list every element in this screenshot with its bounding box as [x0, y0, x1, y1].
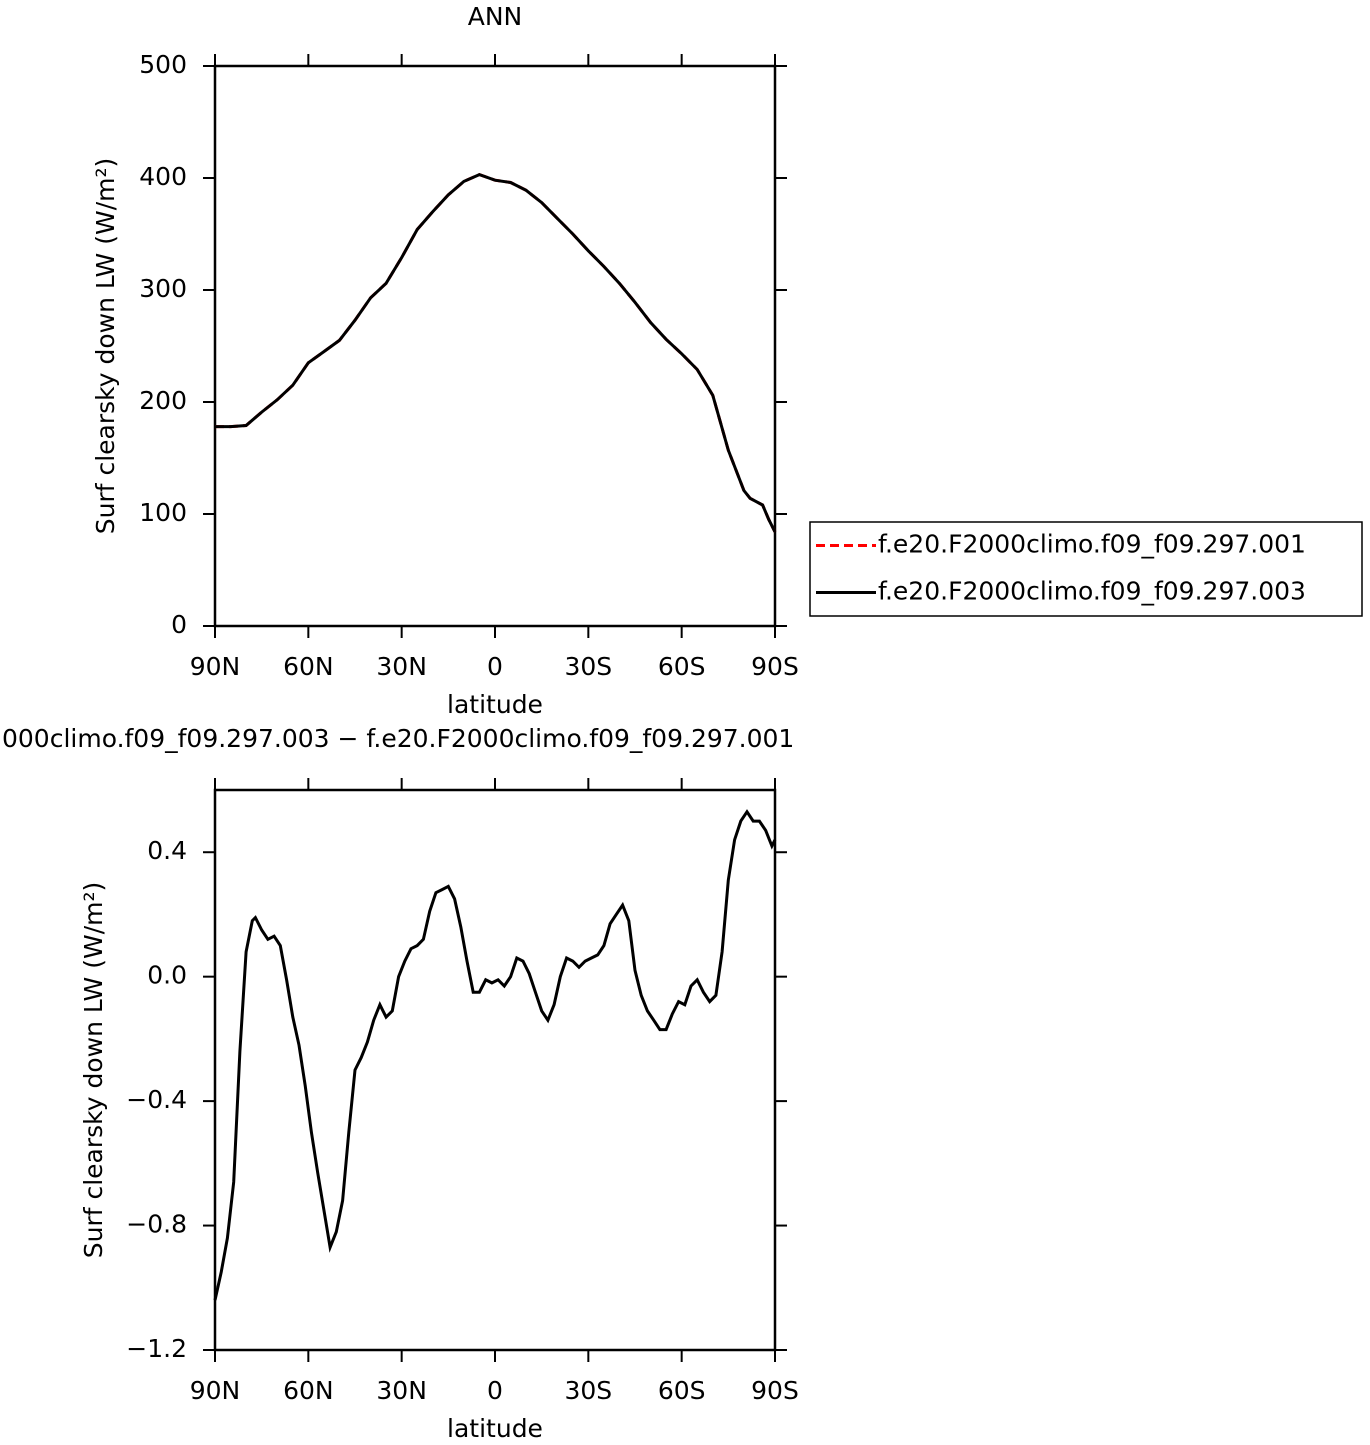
data-line — [215, 172, 777, 533]
y-tick-label: −0.4 — [126, 1085, 187, 1114]
x-tick-label: 30N — [376, 1376, 427, 1405]
y-tick-label: 500 — [139, 50, 187, 79]
chart-title: ANN — [468, 2, 523, 31]
y-tick-label: 0.0 — [147, 961, 187, 990]
x-tick-label: 0 — [487, 1376, 503, 1405]
x-tick-label: 60N — [283, 1376, 334, 1405]
y-tick-label: −0.8 — [126, 1210, 187, 1239]
y-axis-label: Surf clearsky down LW (W/m²) — [79, 882, 108, 1259]
data-line — [213, 809, 777, 1301]
y-tick-label: 0.4 — [147, 836, 187, 865]
x-axis-label: latitude — [447, 1414, 543, 1443]
y-tick-label: 400 — [139, 162, 187, 191]
legend-label: f.e20.F2000climo.f09_f09.297.001 — [878, 530, 1306, 559]
plot-frame — [213, 788, 777, 1352]
x-tick-label: 30S — [564, 1376, 612, 1405]
x-tick-label: 60N — [283, 652, 334, 681]
y-tick-label: −1.2 — [126, 1334, 187, 1363]
data-line — [215, 172, 777, 533]
y-tick-label: 0 — [171, 610, 187, 639]
x-tick-label: 90N — [190, 1376, 241, 1405]
plot-frame — [213, 64, 777, 628]
x-tick-label: 0 — [487, 652, 503, 681]
x-tick-label: 60S — [658, 1376, 706, 1405]
x-tick-label: 60S — [658, 652, 706, 681]
x-tick-label: 90N — [190, 652, 241, 681]
x-tick-label: 90S — [751, 652, 799, 681]
legend-label: f.e20.F2000climo.f09_f09.297.003 — [878, 577, 1306, 606]
x-tick-label: 30S — [564, 652, 612, 681]
y-tick-label: 100 — [139, 498, 187, 527]
y-axis-label: Surf clearsky down LW (W/m²) — [91, 158, 120, 535]
legend-box — [809, 521, 1363, 617]
chart-title: 000climo.f09_f09.297.003 − f.e20.F2000cl… — [2, 724, 794, 753]
x-tick-label: 30N — [376, 652, 427, 681]
y-tick-label: 200 — [139, 386, 187, 415]
y-tick-label: 300 — [139, 274, 187, 303]
x-tick-label: 90S — [751, 1376, 799, 1405]
x-axis-label: latitude — [447, 690, 543, 719]
